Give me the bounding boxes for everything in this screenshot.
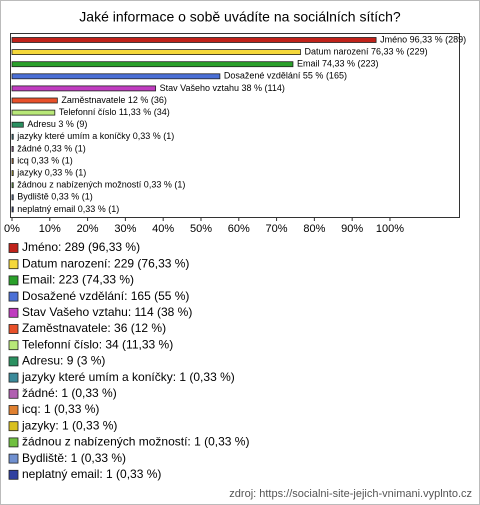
value-label: Telefonní číslo 11,33 % (34) (59, 107, 170, 117)
bar (11, 206, 14, 213)
value-label: Stav Vašeho vztahu 38 % (114) (160, 83, 285, 93)
legend-swatch (8, 437, 19, 448)
bar (11, 109, 56, 116)
x-tick-label: 20% (77, 223, 99, 235)
x-tick-label: 60% (228, 223, 250, 235)
legend-label: Bydliště: 1 (0,33 %) (22, 451, 126, 465)
legend-swatch (8, 372, 19, 383)
legend-label: žádnou z nabízených možností: 1 (0,33 %) (22, 435, 249, 449)
legend-label: jazyky které umím a koníčky: 1 (0,33 %) (21, 370, 235, 384)
legend-swatch (8, 453, 19, 464)
bar (11, 49, 301, 55)
value-label: žádné 0,33 % (1) (17, 143, 86, 153)
legend-swatch (8, 469, 19, 480)
legend-swatch (8, 307, 19, 318)
x-tick-label: 90% (341, 223, 363, 235)
legend-swatch (8, 259, 19, 270)
legend-label: Stav Vašeho vztahu: 114 (38 %) (22, 305, 192, 319)
value-label: icq 0,33 % (1) (17, 155, 73, 165)
legend-swatch (8, 291, 19, 302)
legend-swatch (8, 388, 19, 399)
legend-label: Jméno: 289 (96,33 %) (22, 240, 140, 254)
x-tick-label: 70% (266, 223, 288, 235)
legend-swatch (8, 324, 19, 334)
bar (11, 182, 14, 189)
bar (11, 97, 58, 104)
x-tick-label: 10% (39, 223, 61, 235)
legend-label: Email: 223 (74,33 %) (22, 273, 134, 287)
value-label: Bydliště 0,33 % (1) (17, 192, 93, 202)
x-tick-label: 100% (376, 223, 404, 235)
source: zdroj: https://socialni-site-jejich-vnim… (229, 488, 472, 500)
legend-label: Dosažené vzdělání: 165 (55 %) (22, 289, 189, 303)
value-label: Datum narození 76,33 % (229) (305, 46, 428, 56)
bar (11, 73, 221, 80)
legend-label: Adresu: 9 (3 %) (22, 354, 105, 368)
bar (11, 37, 377, 43)
legend-swatch (8, 356, 19, 367)
x-tick-label: 0% (4, 223, 20, 235)
bar (11, 133, 14, 140)
x-tick-label: 40% (152, 223, 174, 235)
x-tick-label: 80% (303, 223, 325, 235)
value-label: jazyky 0,33 % (1) (16, 167, 86, 177)
value-label: neplatný email 0,33 % (1) (17, 204, 119, 214)
value-label: Dosažené vzdělání 55 % (165) (224, 71, 347, 81)
legend-swatch (8, 243, 19, 253)
legend-label: Datum narození: 229 (76,33 %) (22, 256, 189, 270)
value-label: Zaměstnavatele 12 % (36) (61, 95, 167, 105)
legend-label: Telefonní číslo: 34 (11,33 %) (22, 337, 173, 351)
x-tick-label: 30% (114, 223, 136, 235)
bar (11, 158, 14, 164)
legend-label: jazyky: 1 (0,33 %) (21, 418, 117, 432)
value-label: žádnou z nabízených možností 0,33 % (1) (17, 180, 185, 190)
legend-swatch (8, 340, 19, 351)
bar (11, 145, 14, 152)
legend-swatch (8, 405, 19, 415)
x-tick-label: 50% (190, 223, 212, 235)
legend-label: Zaměstnavatele: 36 (12 %) (22, 321, 166, 335)
bar (11, 194, 14, 201)
value-label: Jméno 96,33 % (289) (380, 34, 466, 44)
legend-swatch (8, 275, 19, 286)
legend-label: žádné: 1 (0,33 %) (22, 386, 117, 400)
chart-title: Jaké informace o sobě uvádíte na sociáln… (79, 9, 401, 25)
bar (11, 61, 294, 68)
value-label: Email 74,33 % (223) (297, 59, 379, 69)
value-label: Adresu 3 % (9) (27, 119, 87, 129)
bar (11, 121, 24, 128)
legend-swatch (8, 421, 19, 432)
value-label: jazyky které umím a koníčky 0,33 % (1) (16, 131, 174, 141)
bar (11, 85, 157, 92)
legend-label: icq: 1 (0,33 %) (22, 402, 99, 416)
legend-label: neplatný email: 1 (0,33 %) (22, 467, 161, 481)
bar (11, 170, 14, 177)
